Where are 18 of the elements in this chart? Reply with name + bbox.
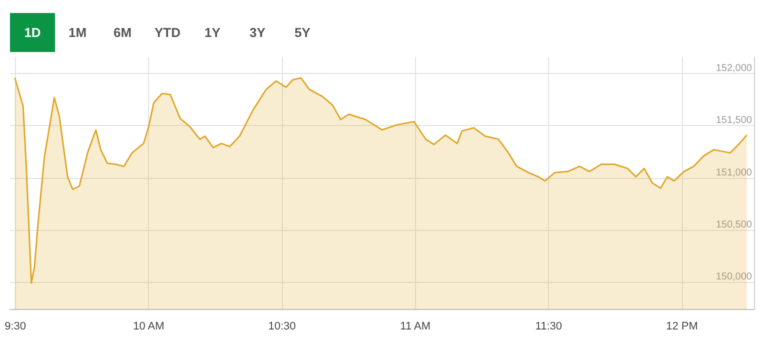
y-tick-label: 151,000 (716, 167, 752, 178)
text: 3Y (248, 24, 266, 42)
text: 6M (112, 24, 133, 42)
text: 5Y (294, 24, 312, 42)
x-tick-label: 11 AM (400, 320, 431, 332)
text: 1D (10, 13, 55, 52)
x-tick-label: 10:30 (268, 320, 296, 332)
x-tick-label: 11:30 (535, 320, 562, 332)
y-tick-label: 151,500 (716, 115, 752, 126)
y-tick-label: 152,000 (716, 63, 752, 74)
x-tick-label: 9:30 (4, 320, 26, 332)
text: 1M (67, 24, 88, 42)
text: YTD (154, 24, 182, 42)
y-tick-label: 150,500 (716, 219, 752, 230)
x-tick-label: 10 AM (133, 320, 164, 332)
y-tick-label: 150,000 (716, 271, 752, 282)
text: 1Y (204, 24, 222, 42)
x-tick-label: 12 PM (666, 320, 698, 332)
